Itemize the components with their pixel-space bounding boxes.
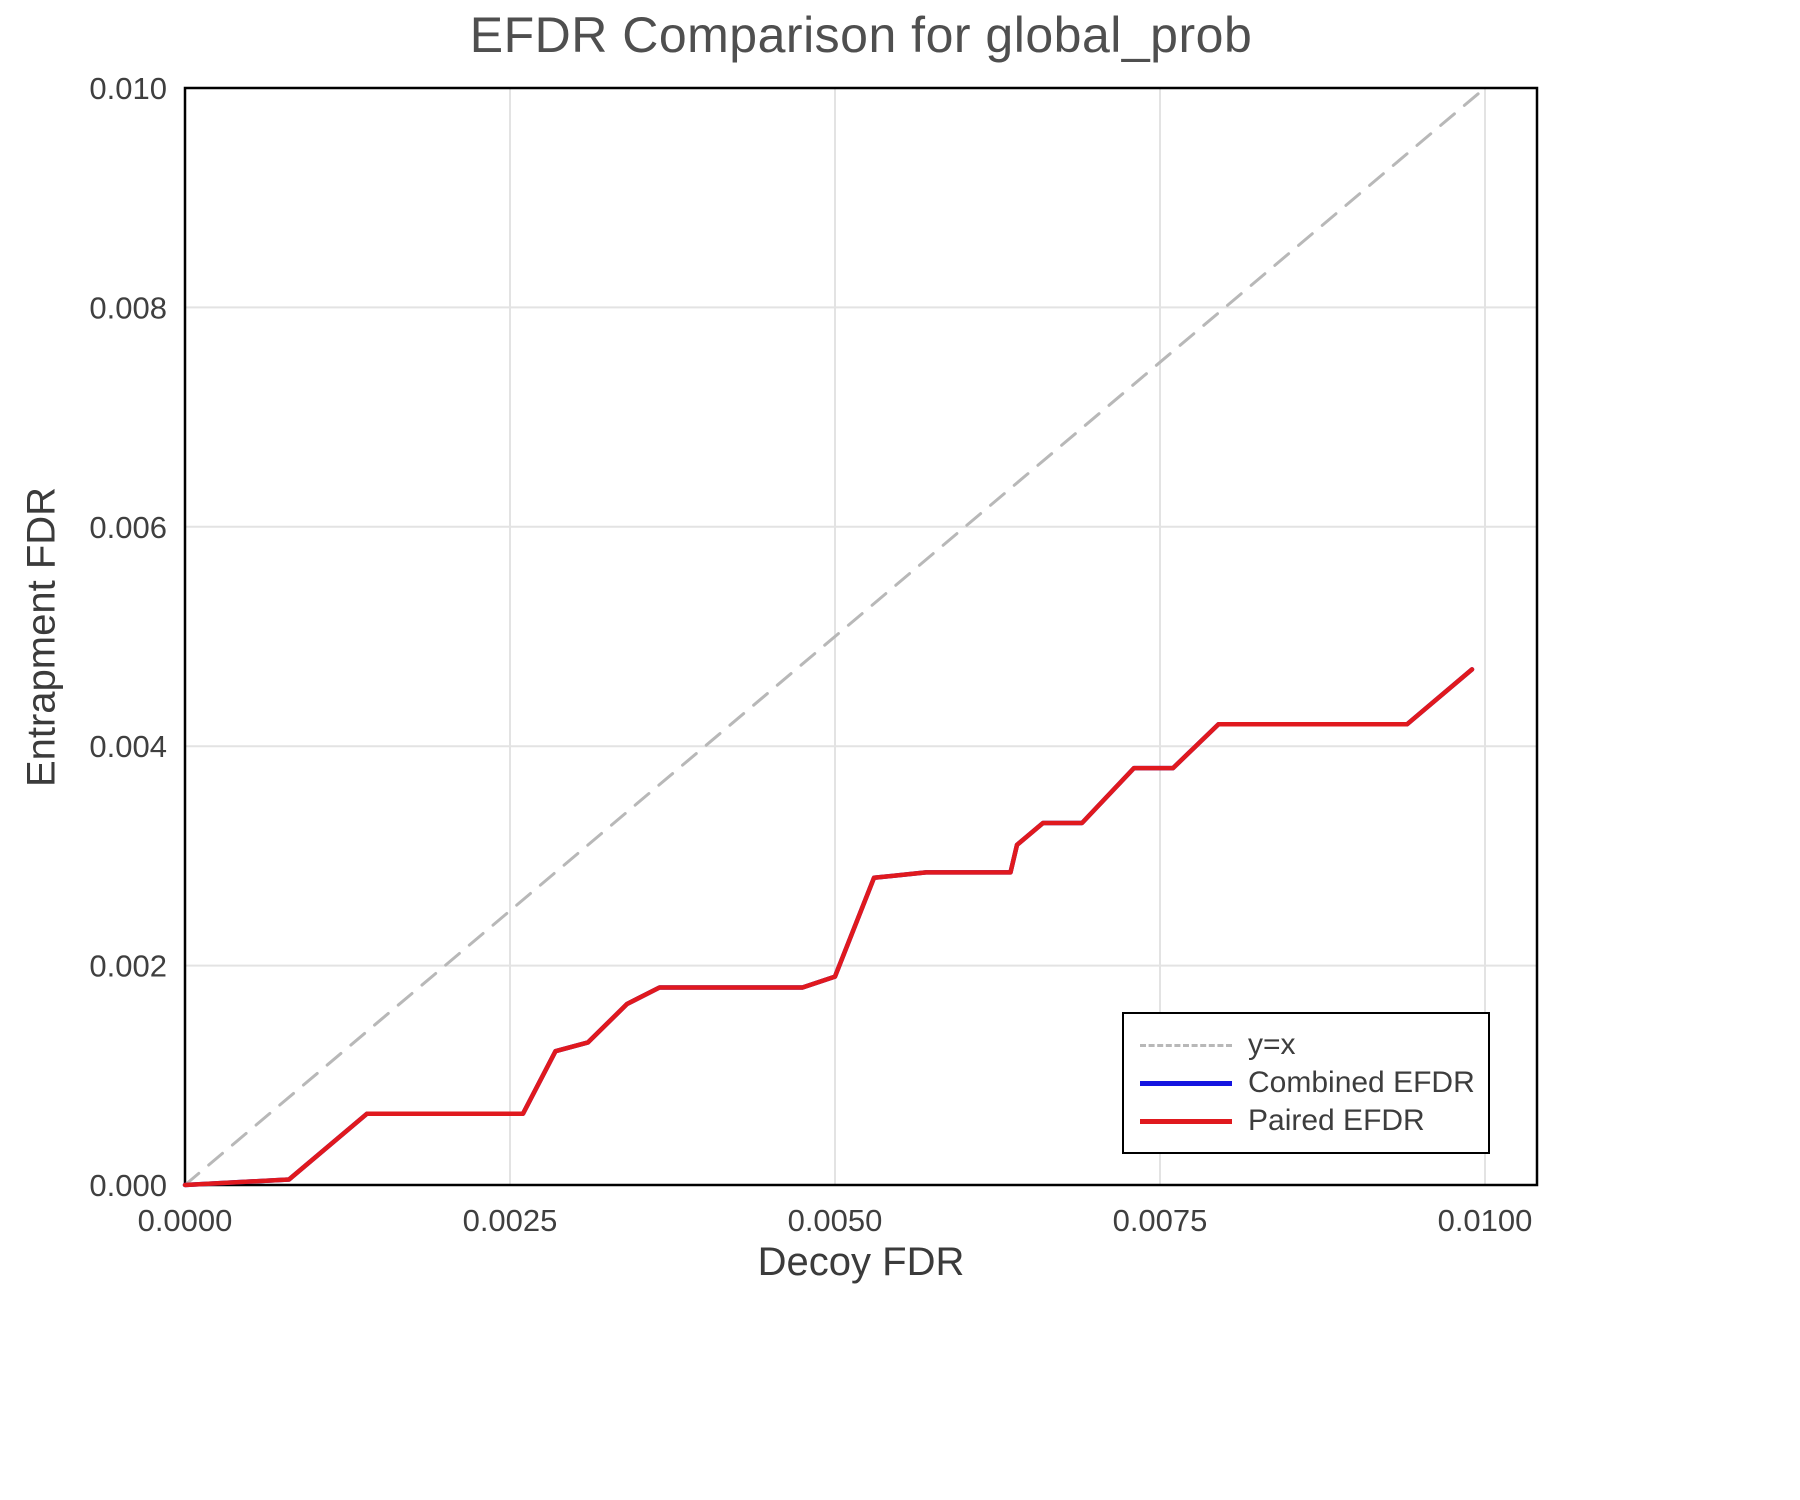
legend-line-sample-yx xyxy=(1140,1043,1232,1047)
legend-line-sample-paired xyxy=(1140,1118,1232,1124)
svg-text:0.000: 0.000 xyxy=(89,1168,167,1203)
svg-text:0.008: 0.008 xyxy=(89,290,167,325)
legend: y=x Combined EFDR Paired EFDR xyxy=(1122,1012,1490,1154)
svg-text:0.0025: 0.0025 xyxy=(463,1203,558,1238)
legend-entry-paired-efdr: Paired EFDR xyxy=(1140,1102,1478,1140)
legend-entry-combined-efdr: Combined EFDR xyxy=(1140,1064,1478,1102)
legend-label-paired: Paired EFDR xyxy=(1248,1104,1425,1137)
chart-title: EFDR Comparison for global_prob xyxy=(469,7,1253,63)
legend-line-sample-combined xyxy=(1140,1080,1232,1086)
svg-text:0.0050: 0.0050 xyxy=(788,1203,883,1238)
svg-text:0.006: 0.006 xyxy=(89,510,167,545)
legend-entry-yx: y=x xyxy=(1140,1026,1478,1064)
svg-text:0.002: 0.002 xyxy=(89,949,167,984)
x-axis-label: Decoy FDR xyxy=(757,1240,965,1284)
svg-text:0.0075: 0.0075 xyxy=(1113,1203,1208,1238)
svg-text:0.0100: 0.0100 xyxy=(1438,1203,1533,1238)
svg-text:0.010: 0.010 xyxy=(89,71,167,106)
svg-text:0.004: 0.004 xyxy=(89,729,167,764)
svg-text:0.0000: 0.0000 xyxy=(138,1203,233,1238)
legend-label-combined: Combined EFDR xyxy=(1248,1066,1475,1099)
legend-label-yx: y=x xyxy=(1248,1028,1296,1061)
